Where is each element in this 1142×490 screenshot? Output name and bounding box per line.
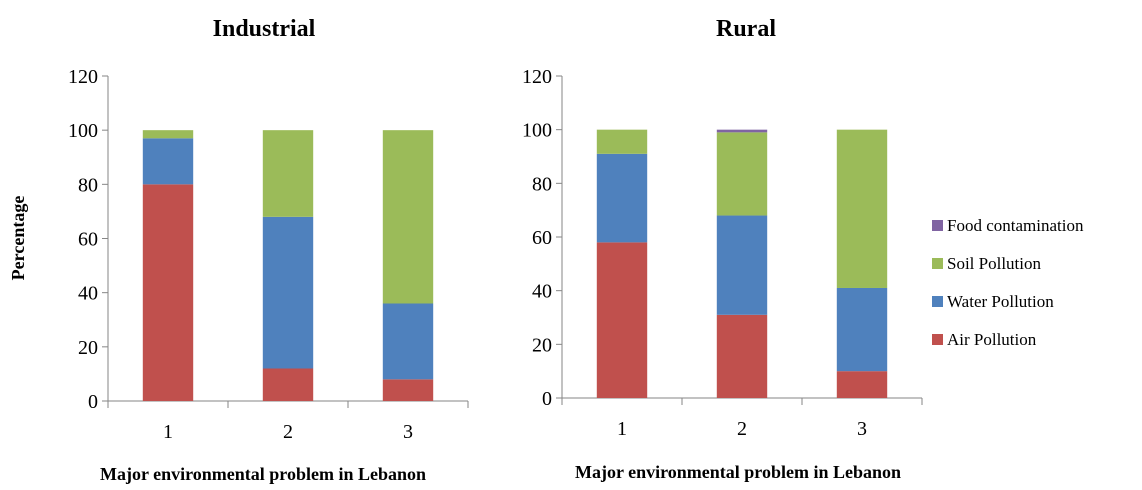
y-tick-label: 40 bbox=[532, 281, 552, 303]
legend-label: Soil Pollution bbox=[947, 254, 1041, 273]
legend-label: Food contamination bbox=[947, 216, 1084, 235]
y-tick-label: 20 bbox=[78, 337, 98, 359]
x-axis-label: Major environmental problem in Lebanon bbox=[100, 464, 426, 484]
legend: Food contamination Soil Pollution Water Po… bbox=[932, 216, 1084, 349]
x-tick-label: 3 bbox=[403, 421, 413, 443]
bars bbox=[142, 130, 434, 401]
y-axis-label: Percentage bbox=[8, 196, 28, 281]
y-tick-label: 120 bbox=[522, 66, 552, 88]
bar-segment-water-pollution-1 bbox=[142, 138, 194, 185]
x-tick-label: 1 bbox=[617, 418, 627, 440]
x-tick-label: 1 bbox=[163, 421, 173, 443]
bar-segment-water-pollution-2 bbox=[262, 216, 314, 369]
bar-segment-air-pollution-3 bbox=[836, 371, 888, 398]
y-tick-label: 60 bbox=[78, 229, 98, 251]
y-tick-label: 60 bbox=[532, 227, 552, 249]
x-tick-label: 2 bbox=[283, 421, 293, 443]
chart-title: Rural bbox=[716, 16, 776, 42]
y-tick-label: 100 bbox=[522, 120, 552, 142]
legend-swatch bbox=[932, 258, 943, 269]
bar-segment-air-pollution-1 bbox=[596, 242, 648, 398]
tick-labels: 0 20 40 60 80 100 120 1 2 3 bbox=[522, 66, 867, 440]
legend-swatch bbox=[932, 334, 943, 345]
legend-label: Air Pollution bbox=[947, 330, 1037, 349]
y-tick-label: 0 bbox=[88, 391, 98, 413]
rural-chart: Rural Major environmental problem in Leb… bbox=[522, 16, 923, 482]
bars bbox=[596, 129, 888, 398]
bar-segment-air-pollution-2 bbox=[716, 314, 768, 398]
bar-segment-water-pollution-3 bbox=[836, 287, 888, 372]
x-tick-label: 3 bbox=[857, 418, 867, 440]
bar-segment-air-pollution-2 bbox=[262, 368, 314, 401]
y-tick-label: 40 bbox=[78, 283, 98, 305]
bar-segment-water-pollution-3 bbox=[382, 303, 434, 380]
bar-segment-water-pollution-1 bbox=[596, 153, 648, 243]
y-tick-label: 120 bbox=[68, 66, 98, 88]
bar-segment-water-pollution-2 bbox=[716, 215, 768, 315]
industrial-chart: Industrial Percentage Major environmenta… bbox=[8, 16, 469, 484]
y-tick-label: 100 bbox=[68, 120, 98, 142]
bar-segment-food-contamination-2 bbox=[716, 129, 768, 133]
y-tick-label: 80 bbox=[78, 174, 98, 196]
bar-segment-soil-pollution-3 bbox=[836, 129, 888, 288]
bar-segment-soil-pollution-2 bbox=[716, 132, 768, 216]
legend-swatch bbox=[932, 220, 943, 231]
bar-segment-air-pollution-3 bbox=[382, 379, 434, 401]
bar-segment-soil-pollution-1 bbox=[596, 129, 648, 154]
bar-segment-soil-pollution-3 bbox=[382, 130, 434, 304]
tick-labels: 0 20 40 60 80 100 120 1 2 3 bbox=[68, 66, 413, 443]
legend-label: Water Pollution bbox=[947, 292, 1054, 311]
legend-swatch bbox=[932, 296, 943, 307]
x-axis-label: Major environmental problem in Lebanon bbox=[575, 462, 901, 482]
x-tick-label: 2 bbox=[737, 418, 747, 440]
bar-segment-air-pollution-1 bbox=[142, 184, 194, 401]
chart-title: Industrial bbox=[213, 16, 316, 42]
y-tick-label: 20 bbox=[532, 334, 552, 356]
bar-segment-soil-pollution-1 bbox=[142, 130, 194, 139]
bar-segment-soil-pollution-2 bbox=[262, 130, 314, 217]
y-tick-label: 0 bbox=[542, 388, 552, 410]
y-tick-label: 80 bbox=[532, 173, 552, 195]
